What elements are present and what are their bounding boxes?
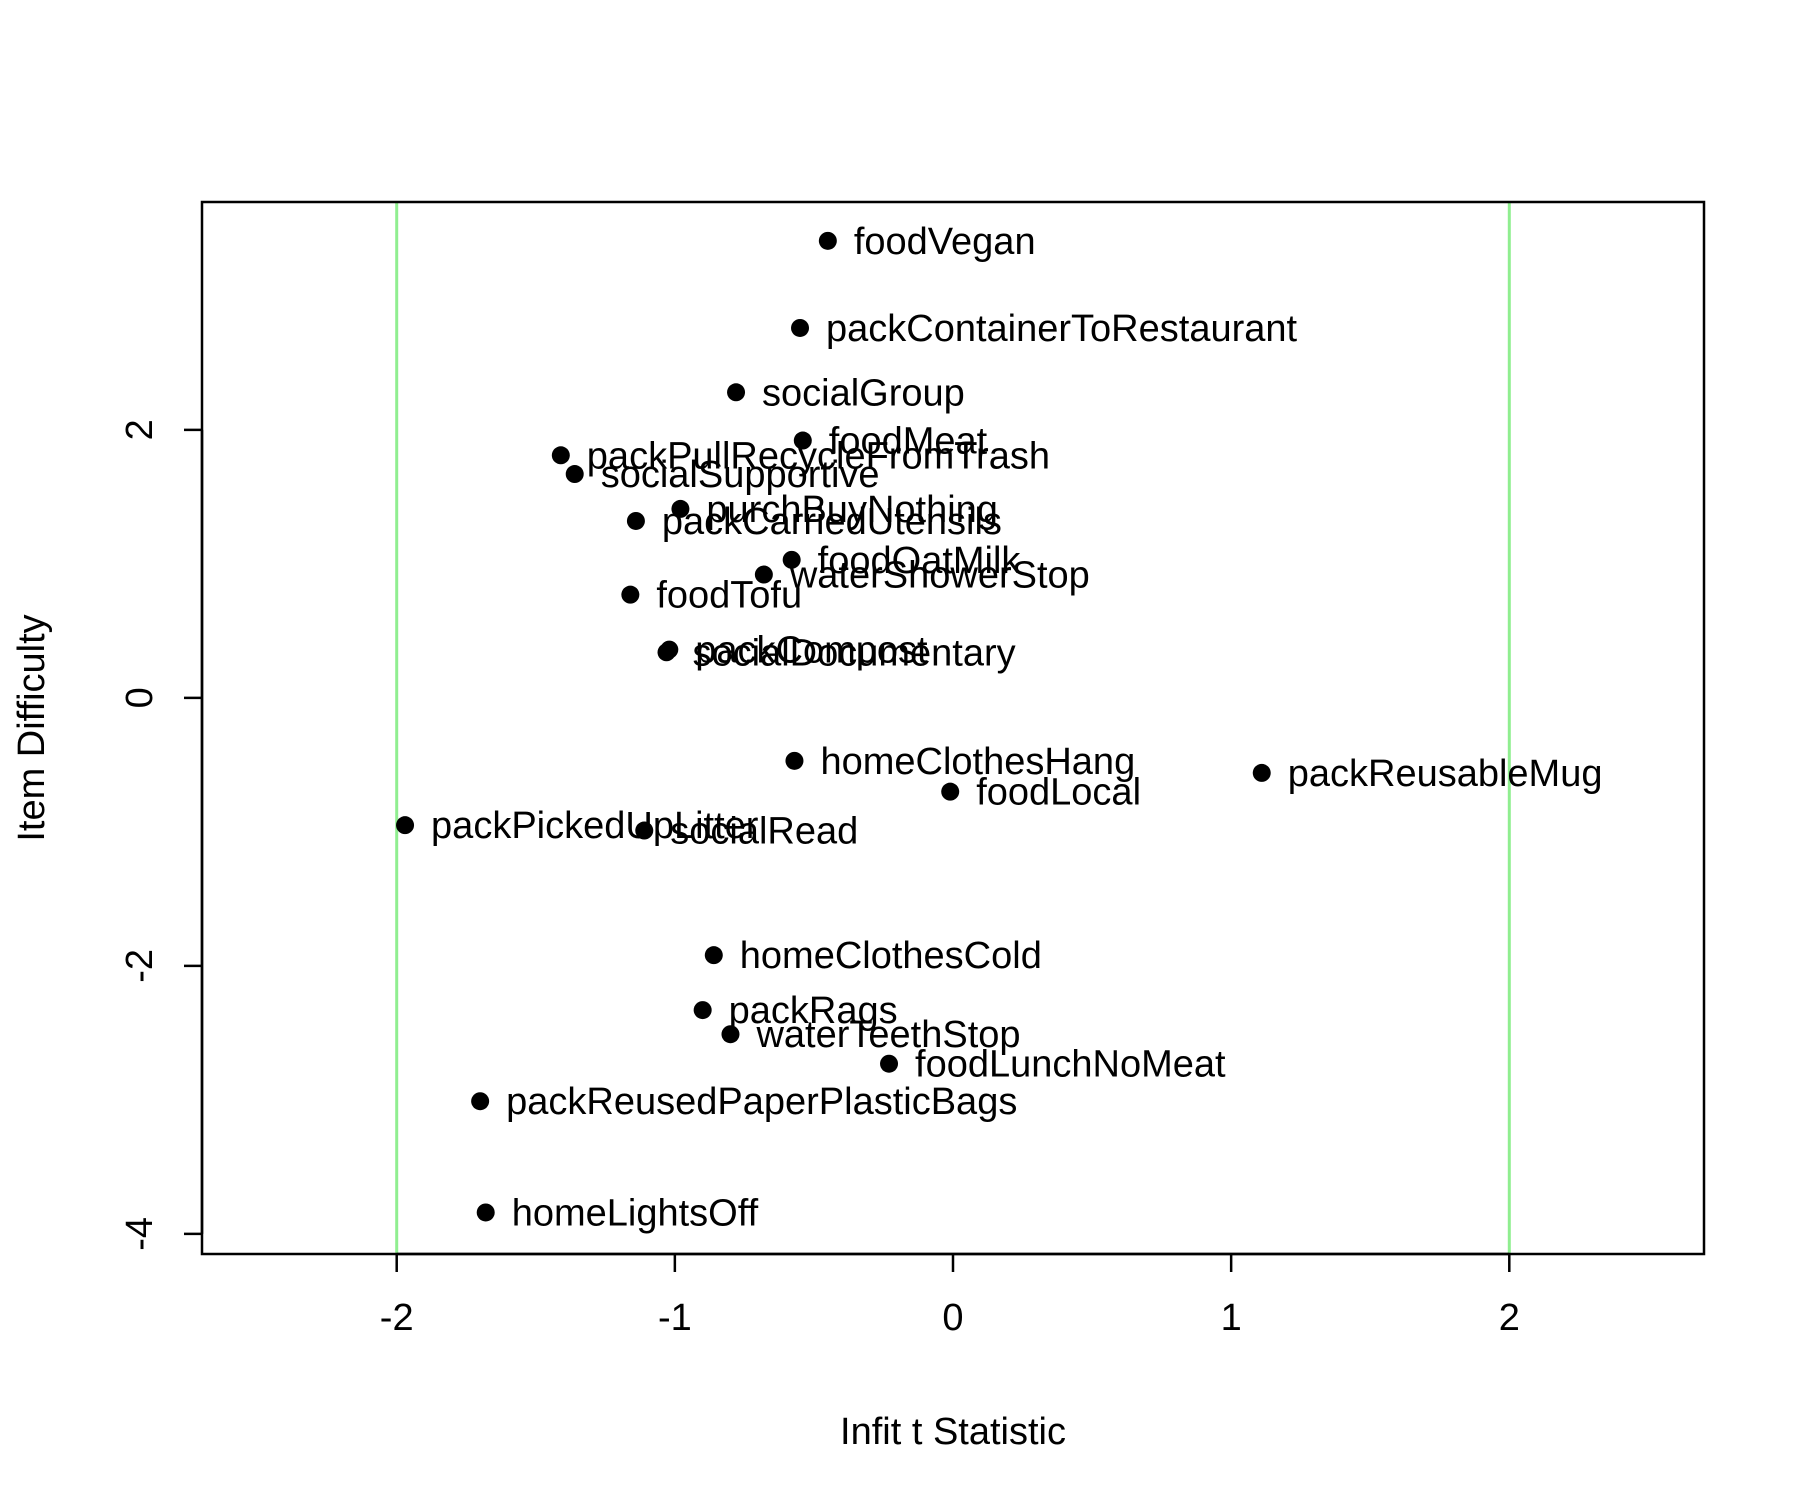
data-point <box>727 383 746 402</box>
x-tick-label: 0 <box>942 1297 963 1339</box>
data-point <box>471 1092 490 1111</box>
data-point <box>721 1025 740 1044</box>
y-tick-label: 2 <box>119 419 161 440</box>
data-point <box>621 585 640 604</box>
data-point <box>880 1054 899 1073</box>
x-tick-label: -2 <box>380 1297 414 1339</box>
data-point-label: foodOatMilk <box>818 540 1022 582</box>
data-point-label: packReusableMug <box>1288 753 1603 795</box>
data-point <box>782 550 801 569</box>
data-point-label: packCompost <box>695 630 928 672</box>
data-point-label: foodTofu <box>656 575 802 617</box>
data-point-label: waterTeethStop <box>755 1014 1020 1056</box>
data-point-label: packContainerToRestaurant <box>826 308 1297 350</box>
data-point-label: purchBuyNothing <box>706 489 998 531</box>
data-point <box>818 231 837 250</box>
data-point-label: packCarriedUtensils <box>662 501 1002 543</box>
data-point-label: homeLightsOff <box>512 1192 759 1234</box>
data-point <box>551 446 570 465</box>
data-point-label: waterShowerStop <box>789 555 1090 597</box>
data-point-label: socialDocumentary <box>693 632 1016 674</box>
data-point <box>1252 763 1271 782</box>
x-tick-label: 2 <box>1499 1297 1520 1339</box>
data-point <box>476 1203 495 1222</box>
data-points <box>396 231 1271 1222</box>
data-point <box>671 499 690 518</box>
data-point <box>785 751 804 770</box>
data-point <box>657 643 676 662</box>
y-axis: -4 -2 0 2 <box>119 419 204 1251</box>
data-point-label: homeClothesCold <box>740 935 1042 977</box>
data-point <box>626 511 645 530</box>
data-point <box>754 565 773 584</box>
data-point-label: socialGroup <box>762 372 965 414</box>
data-point <box>941 782 960 801</box>
x-axis: -2 -1 0 1 2 <box>380 1252 1520 1339</box>
data-point-label: packRags <box>729 990 898 1032</box>
data-point-label: packPickedUpLitter <box>431 805 759 847</box>
data-point-label: packReusedPaperPlasticBags <box>506 1081 1017 1123</box>
data-point <box>396 816 415 835</box>
data-point <box>791 318 810 337</box>
data-point-label: foodLocal <box>976 772 1141 814</box>
data-point-label: socialSupportive <box>601 454 880 496</box>
y-tick-label: 0 <box>119 687 161 708</box>
data-point <box>565 465 584 484</box>
data-point <box>635 821 654 840</box>
data-point-label: packPullRecycleFromTrash <box>587 435 1050 477</box>
data-point-label: socialRead <box>670 811 858 853</box>
data-point <box>793 431 812 450</box>
data-point-label: foodVegan <box>854 221 1036 263</box>
y-axis-title: Item Difficulty <box>11 614 53 841</box>
data-point <box>693 1001 712 1020</box>
point-labels: foodVegan packContainerToRestaurant social… <box>431 221 1602 1235</box>
x-axis-title: Infit t Statistic <box>840 1411 1066 1453</box>
y-tick-label: -4 <box>119 1217 161 1251</box>
data-point <box>704 946 723 965</box>
x-tick-label: 1 <box>1221 1297 1242 1339</box>
x-tick-label: -1 <box>658 1297 692 1339</box>
reference-lines <box>395 202 1511 1254</box>
data-point-label: foodMeat <box>829 421 988 463</box>
data-point-label: foodLunchNoMeat <box>915 1044 1226 1086</box>
data-point-label: homeClothesHang <box>820 741 1135 783</box>
y-tick-label: -2 <box>119 949 161 983</box>
